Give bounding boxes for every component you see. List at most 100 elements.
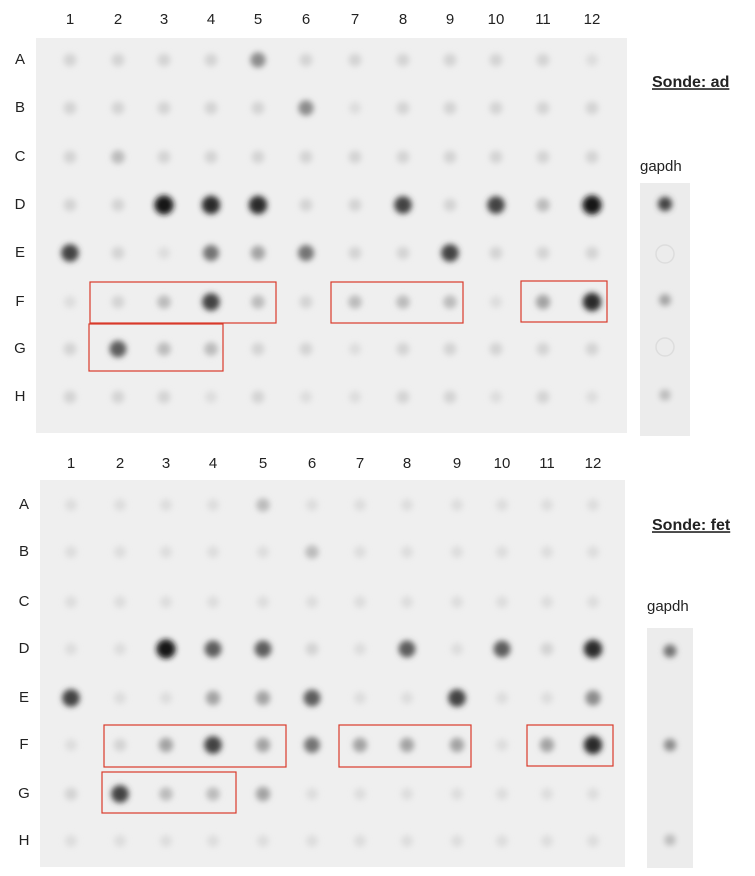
spot xyxy=(444,151,457,164)
spot xyxy=(65,788,78,801)
control-spot xyxy=(664,645,677,658)
column-label: 7 xyxy=(351,11,359,28)
column-label: 6 xyxy=(302,11,310,28)
spot xyxy=(306,643,319,656)
spot xyxy=(496,739,508,751)
spot xyxy=(159,787,173,801)
spot xyxy=(65,835,77,847)
spot xyxy=(112,199,125,212)
spot xyxy=(202,196,220,214)
spot xyxy=(496,596,508,608)
spot xyxy=(354,692,366,704)
spot xyxy=(541,596,553,608)
spot xyxy=(496,546,508,558)
spot xyxy=(397,343,410,356)
spot xyxy=(490,151,503,164)
spot xyxy=(160,835,172,847)
spot xyxy=(349,199,362,212)
row-label: A xyxy=(19,496,29,513)
spot xyxy=(256,691,270,705)
spot xyxy=(252,102,265,115)
spot xyxy=(444,343,457,356)
spot xyxy=(204,342,218,356)
control-spot xyxy=(659,294,671,306)
spot xyxy=(65,739,77,751)
spot xyxy=(490,391,502,403)
spot xyxy=(157,295,171,309)
spot xyxy=(305,545,319,559)
spot xyxy=(207,835,219,847)
spot xyxy=(586,54,598,66)
spot xyxy=(536,198,550,212)
spot xyxy=(394,196,412,214)
spot xyxy=(586,151,599,164)
spot xyxy=(401,692,413,704)
spot xyxy=(298,245,314,261)
spot xyxy=(451,835,463,847)
spot xyxy=(112,54,125,67)
spot xyxy=(61,244,79,262)
spot xyxy=(114,835,126,847)
control-spot xyxy=(664,739,676,751)
spot xyxy=(586,102,599,115)
spot xyxy=(444,54,457,67)
spot xyxy=(255,641,272,658)
spot xyxy=(585,690,600,705)
spot xyxy=(349,102,361,114)
control-spot xyxy=(658,197,672,211)
column-label: 10 xyxy=(494,455,511,472)
column-label: 9 xyxy=(446,11,454,28)
spot xyxy=(207,546,219,558)
spot xyxy=(252,151,265,164)
spot xyxy=(64,391,77,404)
spot xyxy=(537,54,550,67)
spot xyxy=(587,499,599,511)
row-label: C xyxy=(19,593,30,610)
row-label: A xyxy=(15,51,25,68)
row-label: H xyxy=(15,388,26,405)
spot xyxy=(354,546,366,558)
spot xyxy=(114,643,126,655)
spot xyxy=(541,643,554,656)
spot xyxy=(586,343,599,356)
spot xyxy=(583,293,601,311)
row-label: H xyxy=(19,832,30,849)
column-label: 11 xyxy=(539,455,555,472)
spot xyxy=(64,296,76,308)
spot xyxy=(65,643,77,655)
column-label: 9 xyxy=(453,455,461,472)
spot xyxy=(158,391,171,404)
spot xyxy=(160,596,172,608)
spot xyxy=(256,738,270,752)
column-label: 3 xyxy=(162,455,170,472)
spot xyxy=(114,692,126,704)
column-label: 8 xyxy=(399,11,407,28)
spot xyxy=(348,295,362,309)
row-label: C xyxy=(15,148,26,165)
spot xyxy=(65,546,77,558)
spot xyxy=(112,296,125,309)
spot xyxy=(396,295,410,309)
spot xyxy=(496,835,508,847)
spot xyxy=(300,296,313,309)
column-label: 4 xyxy=(207,11,215,28)
spot xyxy=(537,391,550,404)
spot xyxy=(205,54,218,67)
spot xyxy=(249,196,267,214)
row-label: E xyxy=(19,689,29,706)
column-label: 3 xyxy=(160,11,168,28)
spot xyxy=(451,643,463,655)
spot xyxy=(537,102,550,115)
spot xyxy=(250,52,265,67)
spot xyxy=(64,102,77,115)
spot xyxy=(111,150,125,164)
spot xyxy=(251,246,265,260)
spot xyxy=(114,499,126,511)
row-label: G xyxy=(18,785,30,802)
column-label: 5 xyxy=(254,11,262,28)
spot xyxy=(300,391,312,403)
spot xyxy=(207,499,219,511)
spot xyxy=(112,391,125,404)
column-label: 5 xyxy=(259,455,267,472)
spot xyxy=(304,690,321,707)
